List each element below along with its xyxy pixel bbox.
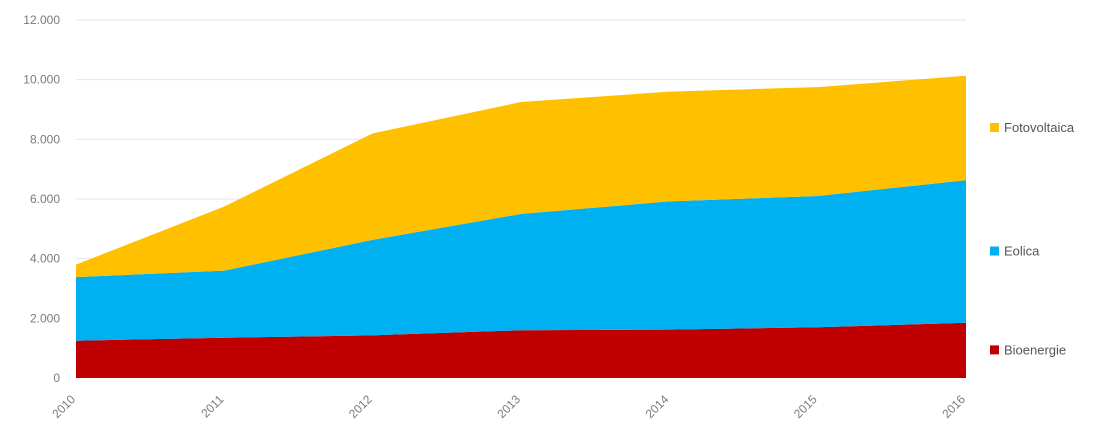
y-tick-label: 0	[53, 371, 60, 385]
legend-swatch	[990, 122, 999, 132]
x-tick-label: 2010	[49, 392, 78, 421]
legend-item-bioenergie: Bioenergie	[990, 342, 1066, 357]
x-tick-label: 2014	[643, 392, 672, 421]
y-tick-label: 10.000	[23, 73, 60, 87]
legend-label: Eolica	[1004, 244, 1040, 259]
y-tick-label: 2.000	[30, 311, 60, 325]
x-tick-label: 2015	[791, 392, 820, 421]
legend-item-eolica: Eolica	[990, 244, 1040, 259]
plot-area	[76, 75, 966, 378]
x-tick-label: 2012	[346, 392, 375, 421]
y-tick-label: 12.000	[23, 13, 60, 27]
legend-label: Bioenergie	[1004, 342, 1066, 357]
y-axis-ticks: 0 2.000 4.000 6.000 8.000 10.000 12.000	[23, 13, 60, 385]
area-series-fotovoltaica	[76, 75, 966, 278]
legend-item-fotovoltaica: Fotovoltaica	[990, 120, 1075, 135]
legend-swatch	[990, 345, 999, 355]
area-series-bioenergie	[76, 322, 966, 378]
legend-swatch	[990, 246, 999, 256]
y-tick-label: 8.000	[30, 132, 60, 146]
y-tick-label: 4.000	[30, 252, 60, 266]
legend: Bioenergie Eolica Fotovoltaica	[990, 120, 1075, 357]
x-tick-label: 2016	[939, 392, 968, 421]
area-series-eolica	[76, 180, 966, 341]
x-axis-ticks: 2010 2011 2012 2013 2014 2015 2016	[49, 392, 968, 421]
y-tick-label: 6.000	[30, 192, 60, 206]
legend-label: Fotovoltaica	[1004, 120, 1075, 135]
x-tick-label: 2013	[494, 392, 523, 421]
x-tick-label: 2011	[198, 392, 226, 420]
